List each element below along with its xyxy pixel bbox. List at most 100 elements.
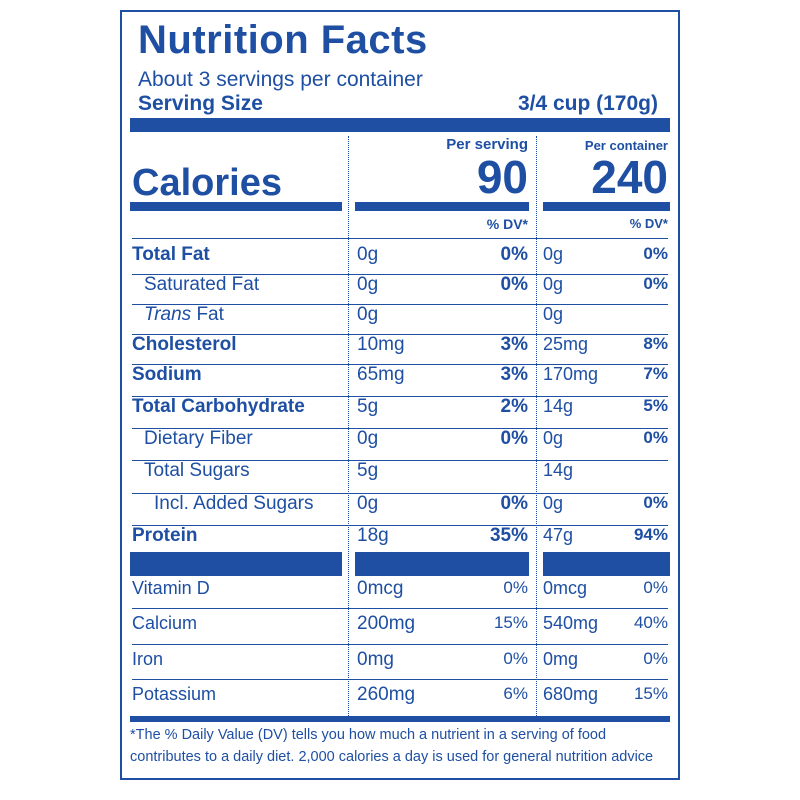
container-amount: 14g — [543, 460, 574, 480]
container-dv: 8% — [643, 334, 668, 353]
nutrient-name: Trans Fat — [144, 304, 224, 326]
container-amount: 0g — [543, 244, 564, 264]
footnote-line-2: contributes to a daily diet. 2,000 calor… — [130, 749, 654, 765]
container-dv: 0% — [643, 649, 668, 668]
serving-amount: 0g — [357, 304, 379, 325]
per-serving-label: Per serving — [446, 136, 528, 153]
trans-fat-suffix: Fat — [196, 304, 224, 325]
serving-dv: 0% — [500, 493, 528, 514]
serving-dv: 6% — [503, 684, 528, 703]
serving-amount: 5g — [357, 460, 379, 481]
nutrient-name: Sodium — [132, 364, 202, 385]
footnote-line-1: *The % Daily Value (DV) tells you how mu… — [130, 727, 607, 743]
row-divider — [132, 396, 668, 397]
serving-dv: 0% — [503, 578, 528, 597]
serving-amount: 65mg — [357, 364, 405, 385]
protein-divider — [543, 552, 670, 576]
row-divider — [132, 238, 668, 239]
nutrient-row-saturated-fat: Saturated Fat 0g 0% 0g 0% — [122, 270, 678, 302]
protein-divider — [130, 552, 342, 576]
container-amount: 170mg — [543, 364, 599, 384]
vitamin-name: Calcium — [132, 613, 198, 633]
serving-amount: 5g — [357, 396, 379, 417]
nutrient-row-sodium: Sodium 65mg 3% 170mg 7% — [122, 360, 678, 392]
serving-dv: 0% — [500, 244, 528, 265]
container-dv: 5% — [643, 396, 668, 415]
nutrient-row-total-carbohydrate: Total Carbohydrate 5g 2% 14g 5% — [122, 392, 678, 424]
serving-amount: 0g — [357, 244, 379, 265]
calories-divider — [355, 202, 529, 211]
container-amount: 0g — [543, 274, 564, 294]
nutrient-name: Total Carbohydrate — [132, 396, 305, 417]
nutrient-name: Total Fat — [132, 244, 210, 265]
nutrient-row-protein: Protein 18g 35% 47g 94% — [122, 521, 678, 553]
thick-divider — [130, 118, 670, 132]
container-amount: 0g — [543, 493, 564, 513]
row-divider — [132, 608, 668, 609]
serving-dv: 0% — [500, 274, 528, 295]
trans-italic: Trans — [144, 304, 192, 325]
vitamin-name: Potassium — [132, 684, 217, 704]
nutrient-row-total-sugars: Total Sugars 5g 14g — [122, 456, 678, 488]
nutrient-name: Saturated Fat — [144, 274, 260, 295]
container-dv: 0% — [643, 244, 668, 263]
container-dv: 7% — [643, 364, 668, 383]
row-divider — [132, 428, 668, 429]
serving-dv: 0% — [500, 428, 528, 449]
serving-amount: 0mg — [357, 649, 394, 670]
container-amount: 540mg — [543, 613, 599, 633]
serving-amount: 200mg — [357, 613, 416, 634]
serving-amount: 0g — [357, 493, 379, 514]
calories-divider — [130, 202, 342, 211]
footnote-divider — [130, 716, 670, 722]
container-amount: 25mg — [543, 334, 589, 354]
serving-dv: 0% — [503, 649, 528, 668]
label-title: Nutrition Facts — [138, 18, 428, 62]
calories-divider — [543, 202, 670, 211]
container-amount: 0mcg — [543, 578, 588, 598]
row-divider — [132, 679, 668, 680]
container-dv: 0% — [643, 578, 668, 597]
serving-amount: 0g — [357, 274, 379, 295]
container-amount: 0g — [543, 304, 564, 324]
protein-divider — [355, 552, 529, 576]
container-amount: 14g — [543, 396, 574, 416]
per-container-label: Per container — [584, 138, 668, 153]
row-divider — [132, 525, 668, 526]
vitamin-row-vitamin-d: Vitamin D 0mcg 0% 0mcg 0% — [122, 574, 678, 606]
container-dv: 40% — [633, 613, 668, 632]
serving-dv: 2% — [500, 396, 528, 417]
nutrient-name: Dietary Fiber — [144, 428, 253, 449]
container-amount: 680mg — [543, 684, 599, 704]
container-dv: 0% — [643, 274, 668, 293]
nutrient-row-dietary-fiber: Dietary Fiber 0g 0% 0g 0% — [122, 424, 678, 456]
container-dv: 15% — [633, 684, 668, 703]
serving-dv: 35% — [489, 525, 528, 546]
serving-amount: 0g — [357, 428, 379, 449]
row-divider — [132, 644, 668, 645]
nutrient-name: Incl. Added Sugars — [154, 493, 314, 514]
serving-amount: 18g — [357, 525, 389, 546]
serving-dv: 15% — [493, 613, 528, 632]
serving-size-label: Serving Size — [138, 92, 263, 115]
serving-amount: 10mg — [357, 334, 405, 355]
calories-label: Calories — [132, 162, 282, 204]
row-divider — [132, 460, 668, 461]
container-amount: 47g — [543, 525, 574, 545]
row-divider — [132, 334, 668, 335]
calories-per-container: 240 — [591, 151, 668, 203]
nutrient-name: Protein — [132, 525, 198, 546]
serving-dv: 3% — [500, 364, 528, 385]
nutrient-row-trans-fat: Trans Fat 0g 0g — [122, 300, 678, 332]
row-divider — [132, 304, 668, 305]
container-dv: 0% — [643, 493, 668, 512]
container-amount: 0g — [543, 428, 564, 448]
footnote: *The % Daily Value (DV) tells you how mu… — [130, 724, 674, 768]
nutrient-row-added-sugars: Incl. Added Sugars 0g 0% 0g 0% — [122, 489, 678, 521]
vitamin-row-potassium: Potassium 260mg 6% 680mg 15% — [122, 680, 678, 712]
serving-amount: 260mg — [357, 684, 416, 705]
row-divider — [132, 493, 668, 494]
calories-per-serving: 90 — [476, 151, 528, 203]
nutrient-name: Total Sugars — [144, 460, 250, 481]
servings-per-container: About 3 servings per container — [138, 68, 423, 91]
